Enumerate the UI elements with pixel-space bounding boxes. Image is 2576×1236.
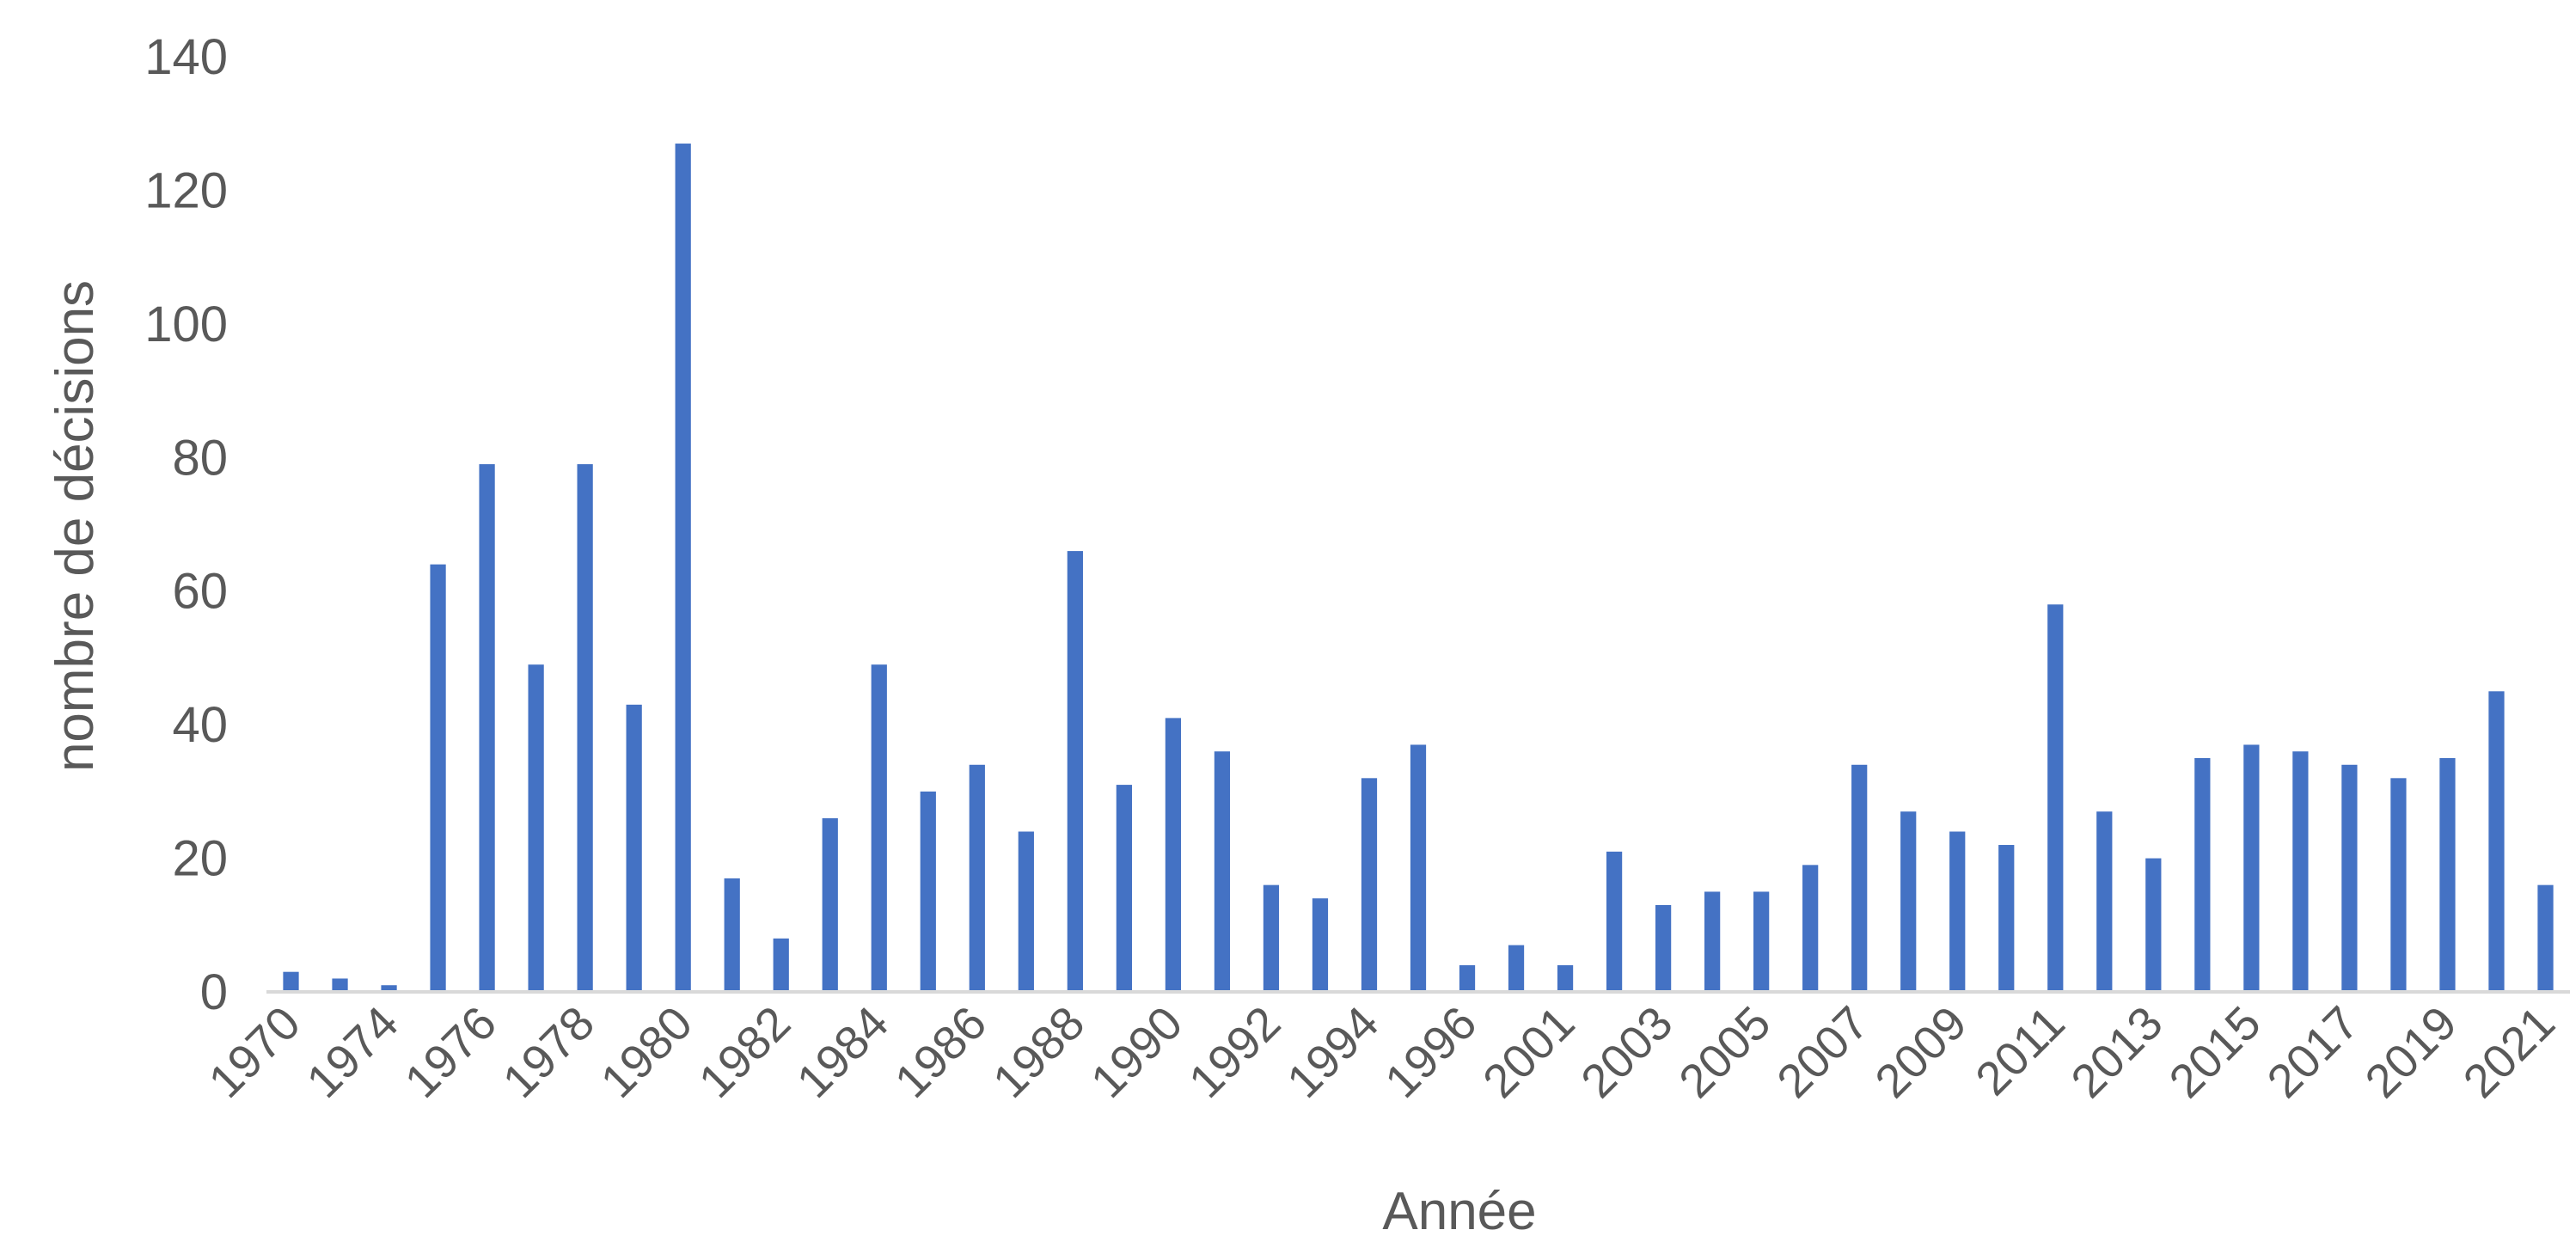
bar-2004 [1704, 891, 1721, 992]
bar-1977 [528, 664, 544, 992]
y-tick-label: 20 [172, 831, 228, 887]
y-tick-label: 0 [200, 964, 228, 1020]
y-axis-title: nombre de décisions [46, 280, 105, 772]
bar-2016 [2292, 751, 2309, 992]
x-tick-label: 2005 [1668, 996, 1780, 1108]
bar-1970 [283, 971, 299, 992]
bar-1994 [1361, 778, 1378, 992]
bar-1991 [1214, 751, 1231, 992]
x-tick-label: 1988 [982, 996, 1094, 1108]
bar-1972 [332, 978, 348, 992]
bar-1988 [1067, 551, 1083, 992]
bar-1996 [1459, 964, 1476, 992]
y-tick-label: 40 [172, 697, 228, 753]
x-tick-label: 1974 [297, 996, 408, 1108]
bar-1993 [1312, 898, 1329, 992]
bar-2007 [1851, 764, 1868, 992]
x-axis-title: Année [1382, 1182, 1536, 1236]
x-tick-label: 1982 [688, 996, 800, 1108]
bar-1985 [920, 791, 936, 992]
bar-1979 [626, 704, 642, 992]
y-tick-label: 60 [172, 564, 228, 620]
x-tick-label: 2017 [2257, 996, 2369, 1108]
bar-1986 [969, 764, 985, 992]
bar-1984 [871, 664, 887, 992]
x-tick-label: 2003 [1570, 996, 1682, 1108]
bar-1982 [773, 938, 789, 992]
bar-2020 [2488, 691, 2505, 992]
bar-2021 [2537, 884, 2554, 992]
bar-2002 [1606, 851, 1623, 992]
bar-2009 [1949, 831, 1966, 992]
bar-1992 [1263, 884, 1280, 992]
bar-2008 [1900, 811, 1917, 992]
x-tick-label: 1976 [395, 996, 506, 1108]
x-tick-label: 1992 [1178, 996, 1290, 1108]
x-tick-label: 1994 [1276, 996, 1388, 1108]
bar-2012 [2096, 811, 2113, 992]
bar-2013 [2145, 858, 2162, 992]
x-tick-label: 1990 [1080, 996, 1192, 1108]
bar-2001 [1557, 964, 1574, 992]
bar-1980 [675, 144, 691, 992]
bar-2014 [2194, 758, 2211, 992]
bar-1978 [577, 464, 593, 992]
bar-2003 [1655, 904, 1672, 992]
bar-2015 [2243, 744, 2260, 992]
bar-2018 [2390, 778, 2407, 992]
y-tick-label: 140 [144, 29, 228, 85]
x-tick-label: 1980 [590, 996, 702, 1108]
x-tick-label: 1984 [786, 996, 898, 1108]
x-tick-label: 2019 [2355, 996, 2467, 1108]
bar-1981 [724, 878, 740, 992]
bar-1975 [430, 564, 446, 992]
y-tick-label: 80 [172, 430, 228, 486]
x-tick-label: 2015 [2158, 996, 2270, 1108]
bar-series [283, 144, 2554, 992]
bar-2017 [2341, 764, 2358, 992]
bar-1974 [381, 985, 397, 992]
bar-2006 [1802, 865, 1819, 992]
x-tick-label: 2013 [2060, 996, 2172, 1108]
bar-1983 [822, 817, 838, 992]
bar-1995 [1410, 744, 1427, 992]
x-tick-label: 1996 [1374, 996, 1486, 1108]
y-tick-label: 120 [144, 162, 228, 218]
bar-2019 [2439, 758, 2456, 992]
x-tick-label: 2021 [2453, 996, 2565, 1108]
bar-1990 [1165, 718, 1182, 992]
bar-1976 [479, 464, 495, 992]
x-tick-label: 2011 [1965, 996, 2074, 1105]
bar-2011 [2047, 604, 2064, 992]
bar-1989 [1116, 785, 1132, 992]
bar-2005 [1753, 891, 1770, 992]
x-tick-label: 1986 [884, 996, 996, 1108]
x-tick-label: 2007 [1766, 996, 1878, 1108]
y-tick-label: 100 [144, 297, 228, 352]
y-axis-ticks: 0 20 40 60 80 100 120 140 [144, 29, 228, 1020]
bar-1987 [1018, 831, 1034, 992]
x-axis-ticks: 1970197419761978198019821984198619881990… [199, 996, 2565, 1108]
x-tick-label: 2009 [1864, 996, 1976, 1108]
x-tick-label: 2001 [1472, 996, 1584, 1108]
x-tick-label: 1978 [493, 996, 604, 1108]
bar-2000 [1508, 945, 1525, 992]
bar-2010 [1998, 845, 2015, 992]
